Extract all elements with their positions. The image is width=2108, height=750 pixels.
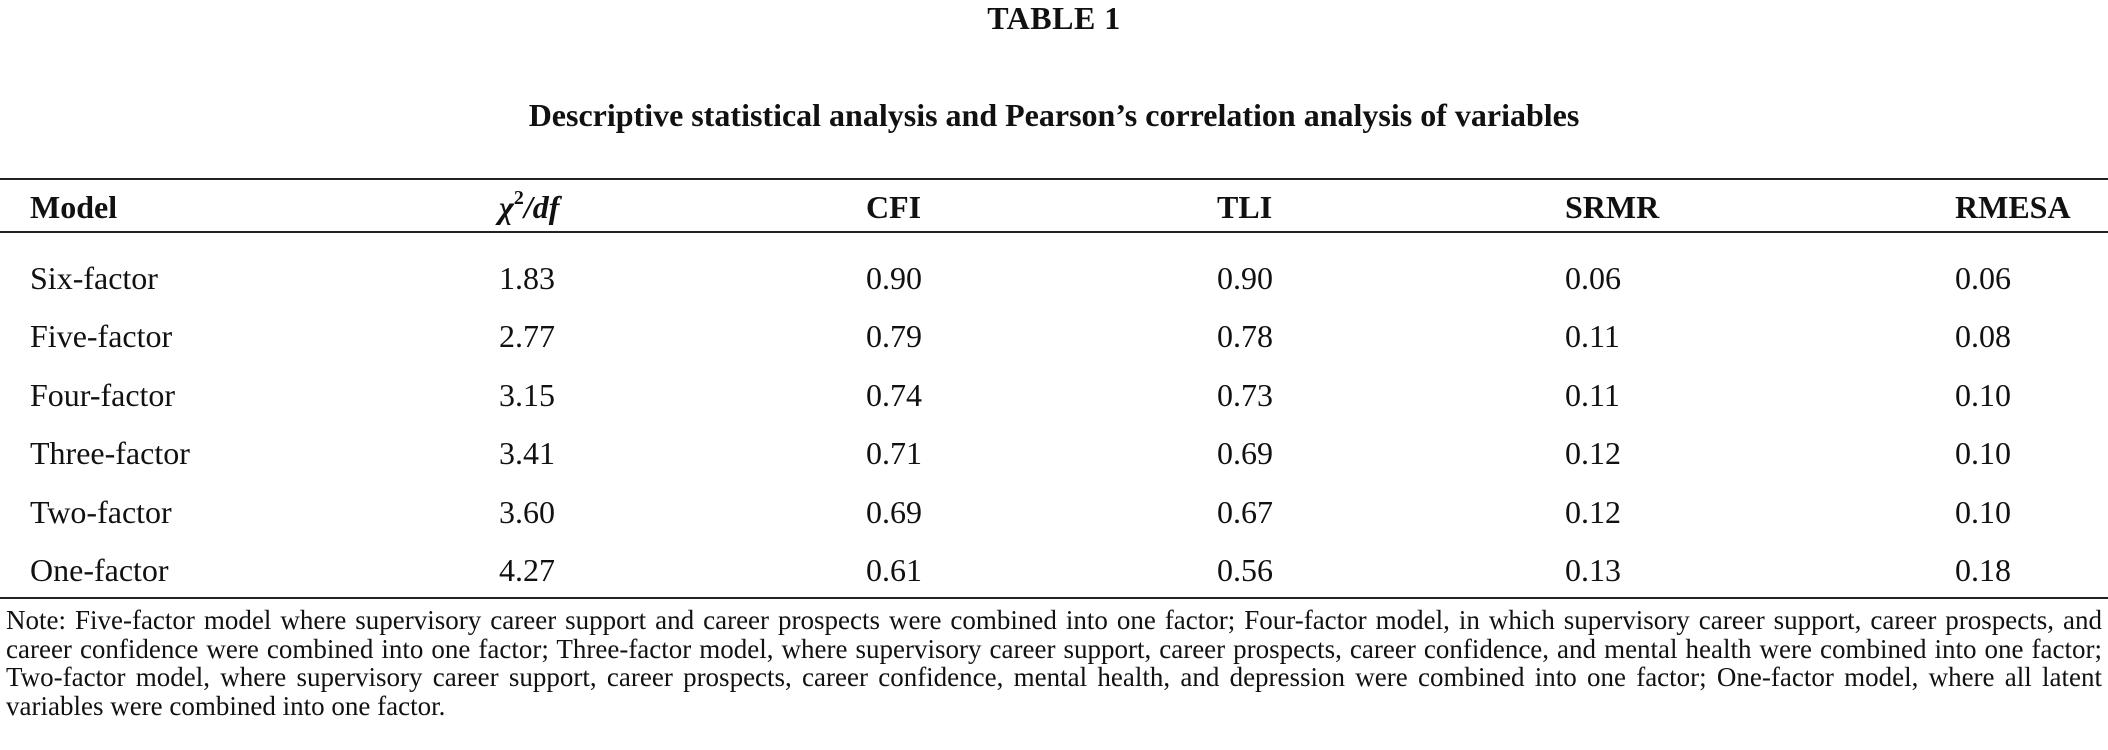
header-model: Model: [30, 189, 118, 225]
header-tli: TLI: [1217, 189, 1273, 225]
cell-tli: 0.56: [1217, 552, 1273, 588]
table-bottom-rule: [0, 597, 2108, 599]
table-row: Four-factor 3.15 0.74 0.73 0.11 0.10: [0, 375, 2108, 415]
header-rmesa: RMESA: [1955, 189, 2071, 225]
table-top-rule: [0, 178, 2108, 180]
cell-model: Four-factor: [30, 377, 176, 413]
cell-tli: 0.67: [1217, 494, 1273, 530]
cell-model: Five-factor: [30, 318, 173, 354]
cell-chi2-df: 3.60: [499, 494, 555, 530]
table-caption: Descriptive statistical analysis and Pea…: [528, 97, 1580, 133]
cell-cfi: 0.79: [866, 318, 922, 354]
cell-cfi: 0.71: [866, 435, 922, 471]
cell-cfi: 0.69: [866, 494, 922, 530]
cell-chi2-df: 3.41: [499, 435, 555, 471]
cell-srmr: 0.06: [1565, 260, 1621, 296]
header-cfi: CFI: [866, 189, 922, 225]
header-chi-symbol: χ: [499, 189, 514, 225]
cell-srmr: 0.12: [1565, 494, 1621, 530]
cell-model: Six-factor: [30, 260, 158, 296]
cell-chi2-df: 4.27: [499, 552, 555, 588]
table-row: Six-factor 1.83 0.90 0.90 0.06 0.06: [0, 258, 2108, 298]
cell-model: Two-factor: [30, 494, 172, 530]
cell-srmr: 0.11: [1565, 377, 1620, 413]
cell-cfi: 0.74: [866, 377, 922, 413]
cell-chi2-df: 3.15: [499, 377, 555, 413]
cell-srmr: 0.11: [1565, 318, 1620, 354]
cell-tli: 0.90: [1217, 260, 1273, 296]
header-chi2-df: χ2/df: [499, 187, 559, 227]
cell-cfi: 0.90: [866, 260, 922, 296]
cell-model: One-factor: [30, 552, 169, 588]
table-row: Three-factor 3.41 0.71 0.69 0.12 0.10: [0, 433, 2108, 473]
cell-chi2-df: 2.77: [499, 318, 555, 354]
cell-tli: 0.78: [1217, 318, 1273, 354]
cell-tli: 0.73: [1217, 377, 1273, 413]
cell-rmesa: 0.08: [1955, 318, 2011, 354]
header-chi-exponent: 2: [513, 187, 524, 209]
table-row: Two-factor 3.60 0.69 0.67 0.12 0.10: [0, 492, 2108, 532]
cell-model: Three-factor: [30, 435, 190, 471]
cell-srmr: 0.12: [1565, 435, 1621, 471]
header-srmr: SRMR: [1565, 189, 1660, 225]
cell-tli: 0.69: [1217, 435, 1273, 471]
table-note: Note: Five-factor model where supervisor…: [6, 605, 2102, 721]
cell-srmr: 0.13: [1565, 552, 1621, 588]
cell-cfi: 0.61: [866, 552, 922, 588]
cell-chi2-df: 1.83: [499, 260, 555, 296]
header-df: /df: [523, 189, 560, 225]
cell-rmesa: 0.18: [1955, 552, 2011, 588]
table-header-rule: [0, 231, 2108, 233]
table-row: One-factor 4.27 0.61 0.56 0.13 0.18: [0, 550, 2108, 590]
table-label: TABLE 1: [987, 0, 1121, 36]
cell-rmesa: 0.10: [1955, 377, 2011, 413]
cell-rmesa: 0.06: [1955, 260, 2011, 296]
cell-rmesa: 0.10: [1955, 435, 2011, 471]
table-row: Five-factor 2.77 0.79 0.78 0.11 0.08: [0, 316, 2108, 356]
cell-rmesa: 0.10: [1955, 494, 2011, 530]
table-header-row: Model χ2/df CFI TLI SRMR RMESA: [0, 187, 2108, 227]
